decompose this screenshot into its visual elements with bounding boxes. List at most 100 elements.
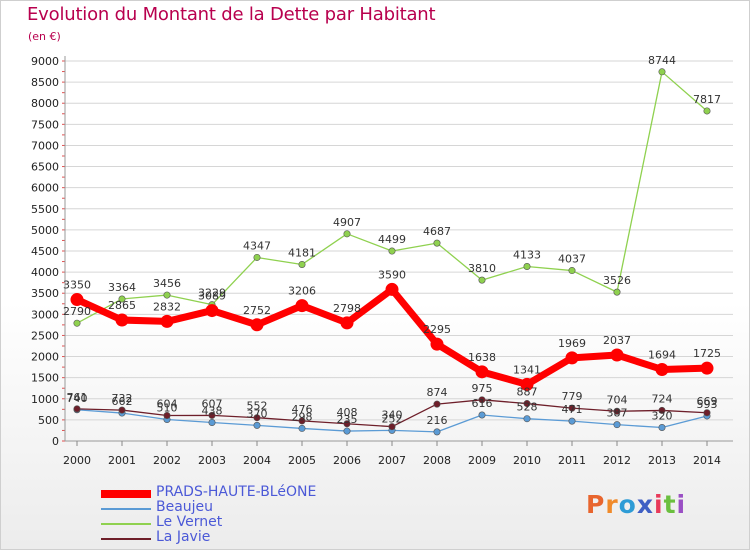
data-label: 1694 <box>648 348 676 361</box>
data-label: 471 <box>562 403 583 416</box>
data-label: 761 <box>67 391 88 404</box>
data-point <box>658 68 666 76</box>
data-point <box>475 365 489 379</box>
data-label: 740 <box>67 392 88 405</box>
legend-swatch <box>101 490 151 498</box>
data-point <box>478 276 486 284</box>
legend-label: PRADS-HAUTE-BLéONE <box>156 484 317 500</box>
x-tick-label: 2007 <box>378 454 406 467</box>
data-label: 975 <box>472 382 493 395</box>
data-label: 2832 <box>153 300 181 313</box>
data-label: 724 <box>652 392 673 405</box>
y-tick-label: 4000 <box>31 266 59 279</box>
data-point <box>433 428 441 436</box>
data-label: 4687 <box>423 225 451 238</box>
data-point <box>298 417 306 425</box>
data-label: 7817 <box>693 93 721 106</box>
y-tick-label: 0 <box>52 435 59 448</box>
y-tick-label: 3000 <box>31 308 59 321</box>
data-label: 887 <box>517 386 538 399</box>
y-tick-label: 6500 <box>31 161 59 174</box>
data-label: 607 <box>202 397 223 410</box>
data-label: 662 <box>112 395 133 408</box>
legend-swatch <box>101 538 151 540</box>
x-tick-label: 2003 <box>198 454 226 467</box>
data-label: 408 <box>337 406 358 419</box>
data-label: 3526 <box>603 274 631 287</box>
data-point <box>565 351 579 365</box>
y-tick-label: 4500 <box>31 245 59 258</box>
x-tick-label: 2008 <box>423 454 451 467</box>
y-tick-label: 2000 <box>31 351 59 364</box>
data-point <box>295 299 309 313</box>
data-point <box>340 316 354 330</box>
data-label: 704 <box>607 393 628 406</box>
data-point <box>343 420 351 428</box>
y-tick-label: 7000 <box>31 139 59 152</box>
data-point <box>568 404 576 412</box>
data-label: 4181 <box>288 246 316 259</box>
data-point <box>478 396 486 404</box>
legend-swatch <box>101 523 151 525</box>
data-point <box>523 415 531 423</box>
data-label: 2865 <box>108 299 136 312</box>
data-label: 3810 <box>468 262 496 275</box>
data-label: 252 <box>382 412 403 425</box>
proxiti-logo: Proxiti <box>586 490 687 519</box>
data-point <box>253 253 261 261</box>
data-point <box>205 304 219 318</box>
data-point <box>613 407 621 415</box>
data-label: 3089 <box>198 290 226 303</box>
x-tick-label: 2004 <box>243 454 271 467</box>
data-label: 476 <box>292 403 313 416</box>
data-label: 732 <box>112 392 133 405</box>
data-label: 552 <box>247 400 268 413</box>
y-tick-label: 5500 <box>31 203 59 216</box>
data-point <box>703 107 711 115</box>
legend-swatch <box>101 508 151 510</box>
y-tick-label: 2500 <box>31 329 59 342</box>
y-tick-label: 7500 <box>31 118 59 131</box>
legend-label: La Javie <box>156 529 211 545</box>
data-point <box>613 288 621 296</box>
data-label: 874 <box>427 386 448 399</box>
data-point <box>433 239 441 247</box>
data-label: 1969 <box>558 337 586 350</box>
data-label: 4037 <box>558 253 586 266</box>
data-point <box>568 417 576 425</box>
data-point <box>388 247 396 255</box>
data-label: 387 <box>607 407 628 420</box>
data-label: 4347 <box>243 239 271 252</box>
data-label: 1638 <box>468 351 496 364</box>
y-tick-label: 8500 <box>31 76 59 89</box>
data-point <box>118 295 126 303</box>
x-tick-label: 2011 <box>558 454 586 467</box>
data-label: 593 <box>697 398 718 411</box>
data-point <box>250 318 264 332</box>
data-point <box>523 400 531 408</box>
data-label: 3206 <box>288 285 316 298</box>
data-label: 340 <box>382 409 403 422</box>
data-point <box>298 424 306 432</box>
x-tick-label: 2000 <box>63 454 91 467</box>
data-point <box>343 230 351 238</box>
x-tick-label: 2013 <box>648 454 676 467</box>
data-point <box>703 409 711 417</box>
data-point <box>208 411 216 419</box>
data-point <box>73 405 81 413</box>
data-label: 3456 <box>153 277 181 290</box>
data-point <box>115 313 129 327</box>
x-tick-label: 2005 <box>288 454 316 467</box>
data-label: 370 <box>247 407 268 420</box>
data-label: 2798 <box>333 302 361 315</box>
data-point <box>613 421 621 429</box>
data-point <box>430 337 444 351</box>
data-label: 616 <box>472 397 493 410</box>
data-label: 8744 <box>648 54 676 67</box>
data-label: 2790 <box>63 305 91 318</box>
data-point <box>163 411 171 419</box>
y-tick-label: 500 <box>38 414 59 427</box>
y-tick-label: 1500 <box>31 372 59 385</box>
